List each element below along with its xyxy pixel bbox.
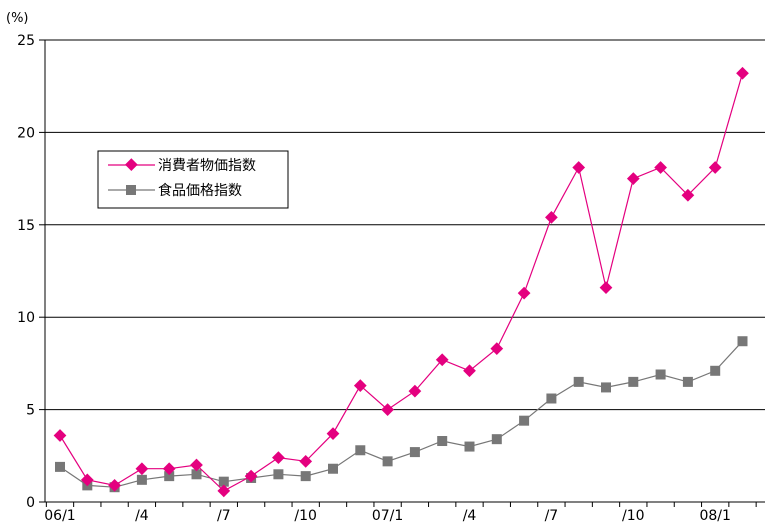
legend-label-food: 食品価格指数: [158, 182, 242, 199]
y-tick-label: 10: [17, 310, 35, 326]
data-point-cpi: [736, 66, 749, 80]
data-point-cpi: [53, 429, 67, 442]
data-point-food: [355, 445, 366, 456]
x-tick-label: /7: [217, 508, 231, 524]
y-tick-label: 25: [17, 33, 35, 49]
data-point-food: [300, 471, 311, 482]
x-tick-label: /7: [545, 508, 559, 524]
data-point-food: [218, 476, 229, 487]
legend-marker-food: [126, 185, 136, 195]
data-point-food: [409, 447, 420, 458]
data-point-cpi: [408, 384, 422, 398]
data-point-food: [136, 474, 147, 485]
y-tick-label: 5: [26, 403, 35, 419]
data-point-cpi: [626, 172, 640, 185]
data-point-food: [601, 382, 611, 393]
data-point-cpi: [381, 403, 394, 416]
data-point-food: [491, 434, 502, 445]
data-point-food: [737, 336, 748, 347]
data-point-cpi: [545, 211, 558, 224]
series-line: [59, 73, 744, 492]
data-point-food: [437, 436, 448, 447]
data-point-cpi: [353, 379, 367, 392]
data-point-food: [519, 415, 530, 426]
data-point-food: [55, 461, 65, 472]
data-point-cpi: [326, 427, 340, 440]
data-point-food: [464, 441, 475, 452]
data-point-cpi: [108, 479, 121, 492]
data-point-cpi: [435, 353, 449, 367]
x-tick-label: /10: [294, 508, 317, 524]
legend: 消費者物価指数 食品価格指数: [97, 150, 289, 209]
data-point-food: [328, 463, 338, 474]
data-point-cpi: [190, 458, 203, 472]
data-point-food: [710, 365, 721, 376]
x-tick-label: 06/1: [44, 508, 75, 524]
series-food: [55, 336, 748, 493]
data-point-food: [382, 456, 393, 467]
x-tick-label: 07/1: [372, 508, 403, 524]
data-point-cpi: [599, 281, 613, 294]
x-tick-label: 08/1: [699, 508, 730, 524]
series-layer: [53, 66, 749, 498]
x-tick-label: /10: [622, 508, 645, 524]
y-axis-label: (%): [6, 11, 29, 26]
data-point-food: [191, 469, 202, 480]
data-point-cpi: [272, 451, 285, 465]
data-point-cpi: [244, 469, 258, 483]
data-point-food: [573, 376, 584, 387]
data-point-cpi: [162, 462, 176, 476]
data-point-cpi: [135, 462, 149, 476]
data-point-cpi: [217, 484, 231, 498]
y-tick-label: 0: [26, 495, 35, 511]
x-tick-label: /4: [463, 508, 477, 524]
legend-label-cpi: 消費者物価指数: [158, 158, 256, 174]
data-point-cpi: [572, 161, 586, 174]
series-cpi: [53, 66, 749, 498]
data-point-cpi: [299, 454, 313, 468]
x-tick-labels: 06/1/4/7/10 07/1/4/7/10 08/1: [44, 508, 731, 524]
y-tick-label: 15: [17, 218, 35, 234]
data-point-food: [546, 393, 557, 404]
data-point-food: [628, 376, 639, 387]
data-point-cpi: [463, 364, 476, 378]
y-tick-label: 20: [17, 125, 35, 141]
data-point-food: [273, 469, 284, 480]
data-point-cpi: [517, 286, 531, 300]
series-line: [59, 340, 743, 488]
data-point-food: [682, 376, 693, 387]
data-point-cpi: [490, 342, 504, 355]
data-point-cpi: [80, 473, 94, 487]
grid-lines: [45, 39, 765, 411]
x-tick-label: /4: [135, 508, 149, 524]
axes: (%): [6, 11, 765, 507]
data-point-food: [655, 369, 666, 380]
data-point-food: [164, 471, 175, 482]
y-tick-labels: 0 5 10 15 20 25: [17, 33, 35, 511]
